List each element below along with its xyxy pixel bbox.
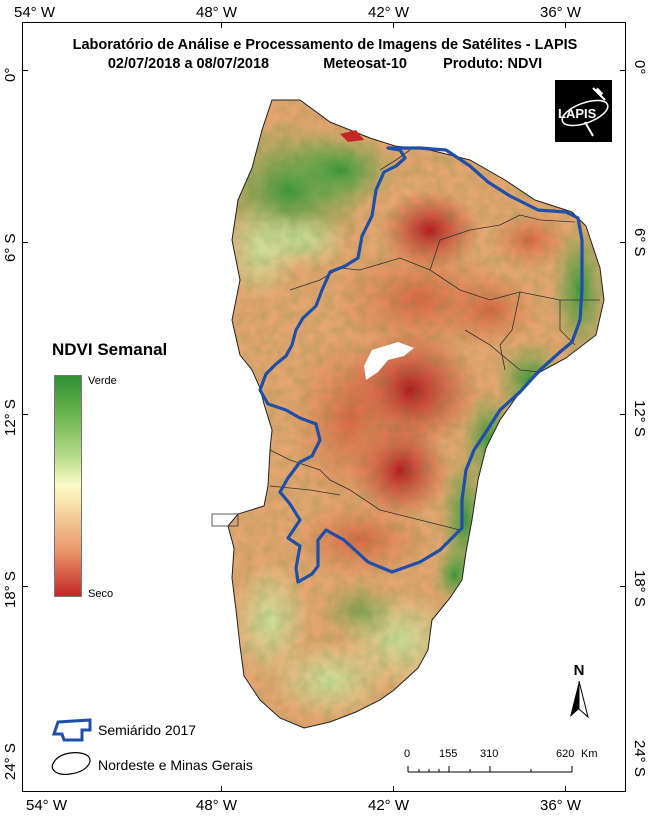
semiarid-legend-symbol [51,718,92,742]
logo-text: LAPIS [558,106,597,121]
legend-title: NDVI Semanal [52,340,168,359]
region-legend-symbol [51,752,91,775]
frame-tick [620,586,626,587]
region-legend-label: Nordeste e Minas Gerais [98,757,253,773]
north-arrow: N [567,662,591,724]
frame-tick [565,22,566,28]
frame-tick [221,22,222,28]
product-text: Produto: NDVI [443,56,543,72]
semiarid-boundary [258,146,584,584]
cloud-patch [364,342,414,380]
lon-label-top: 54° W [14,4,56,21]
lon-label-top: 48° W [196,4,238,21]
frame-tick [22,414,28,415]
frame-tick [620,70,626,71]
border-notch [211,513,239,527]
frame-tick [393,22,394,28]
lon-label-top: 36° W [540,4,582,21]
coastal-island [340,130,364,142]
ndvi-color-ramp [54,375,82,597]
scale-unit: Km [581,748,598,760]
frame-tick [22,586,28,587]
frame-tick [393,786,394,792]
semiarid-legend-label: Semiárido 2017 [98,722,197,738]
frame-tick [620,414,626,415]
ndvi-raster [228,100,604,728]
legend-high-label: Verde [88,375,117,387]
lon-label-bottom: 48° W [196,797,238,814]
lon-label-bottom: 42° W [368,797,410,814]
lon-label-bottom: 36° W [540,797,582,814]
scale-tick-label: 0 [404,748,411,760]
frame-tick [221,786,222,792]
frame-tick [565,786,566,792]
north-arrow-icon [570,680,589,719]
scale-bar [407,766,573,773]
map-subtitle: 02/07/2018 a 08/07/2018 Meteosat-10 Prod… [0,56,650,72]
lon-label-bottom: 54° W [26,797,68,814]
lapis-logo: LAPIS [555,80,612,142]
scale-tick-label: 155 [439,748,458,760]
period-text: 02/07/2018 a 08/07/2018 [107,56,270,72]
satellite-text: Meteosat-10 [323,56,407,72]
north-label: N [573,662,585,679]
map-title: Laboratório de Análise e Processamento d… [72,37,578,53]
frame-tick [22,70,28,71]
lon-label-top: 42° W [368,4,410,21]
frame-tick [620,242,626,243]
scale-tick-label: 620 [556,748,575,760]
scale-tick-label: 310 [480,748,499,760]
frame-tick [22,242,28,243]
legend-low-label: Seco [88,588,114,600]
satellite-icon [561,87,609,137]
